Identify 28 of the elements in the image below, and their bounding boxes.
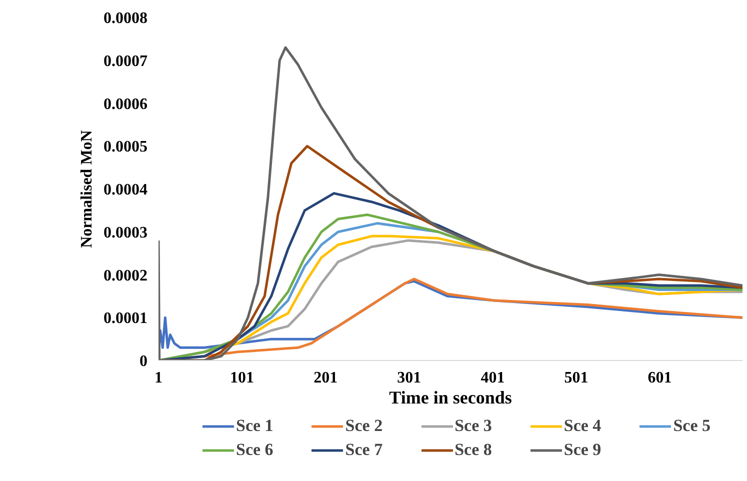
legend-label: Sce 6 [236, 440, 274, 460]
x-axis-title: Time in seconds [389, 388, 512, 408]
x-tick-label: 501 [564, 370, 588, 386]
y-tick-label: 0.0004 [104, 182, 148, 198]
legend-label: Sce 2 [345, 416, 383, 436]
legend-label: Sce 1 [236, 416, 274, 436]
x-tick-label: 401 [480, 370, 505, 386]
legend-label: Sce 4 [564, 416, 602, 436]
x-tick-label: 601 [648, 370, 672, 386]
y-tick-label: 0 [140, 353, 148, 370]
x-tick-label: 301 [397, 370, 422, 386]
y-tick-label: 0.0001 [104, 310, 148, 328]
legend-label: Sce 7 [345, 440, 383, 460]
legend-label: Sce 8 [454, 440, 492, 460]
legend-label: Sce 9 [564, 440, 602, 460]
y-tick-label: 0.0008 [104, 10, 148, 27]
y-tick-label: 0.0002 [104, 267, 148, 284]
x-tick-label: 1 [154, 370, 162, 386]
y-tick-label: 0.0007 [104, 52, 148, 70]
x-tick-label: 201 [314, 370, 338, 386]
legend-label: Sce 5 [673, 416, 710, 436]
y-axis-title: Normalised MoN [78, 130, 96, 248]
y-tick-label: 0.0003 [104, 224, 148, 242]
y-tick-label: 0.0006 [104, 96, 148, 113]
y-tick-label: 0.0005 [104, 138, 148, 156]
x-tick-label: 101 [230, 370, 254, 386]
legend-label: Sce 3 [454, 416, 492, 436]
line-series [158, 46, 742, 360]
